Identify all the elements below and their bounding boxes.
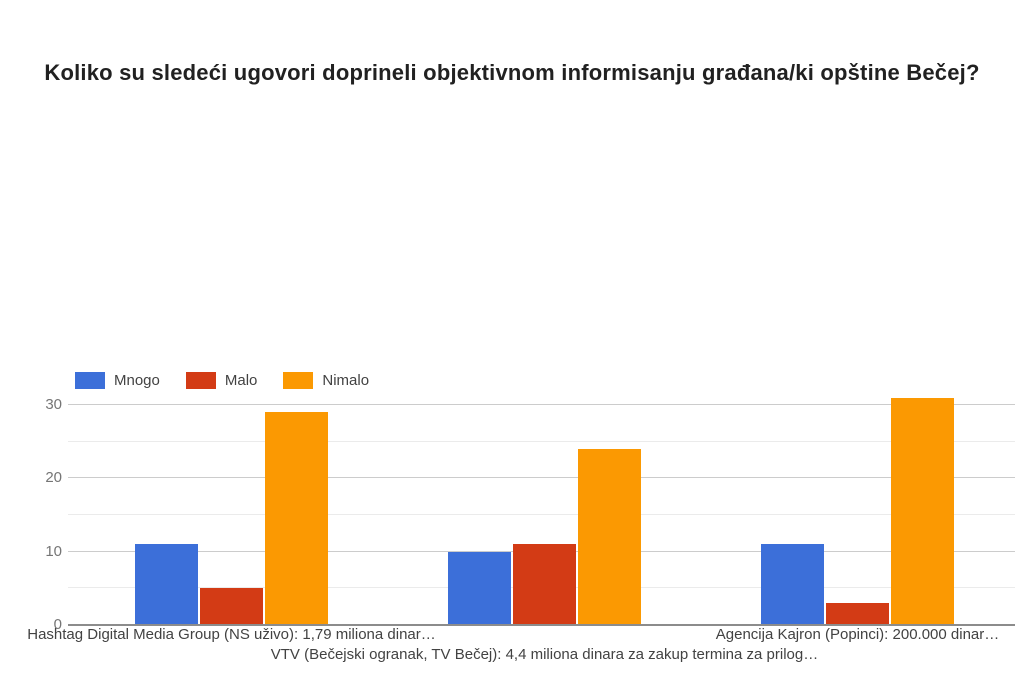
bar-group xyxy=(135,412,328,625)
y-tick-label: 20 xyxy=(45,469,62,487)
legend-item-mnogo: Mnogo xyxy=(75,372,160,389)
y-tick-label: 0 xyxy=(53,616,62,633)
x-category-label: Agencija Kajron (Popinci): 200.000 dinar… xyxy=(715,626,1000,643)
legend-swatch-nimalo-icon xyxy=(283,372,314,389)
chart-legend: Mnogo Malo Nimalo xyxy=(75,372,395,389)
chart-title: Koliko su sledeći ugovori doprineli obje… xyxy=(44,60,980,85)
legend-label-mnogo: Mnogo xyxy=(114,372,160,389)
bar-malo xyxy=(200,588,263,625)
legend-swatch-mnogo-icon xyxy=(75,372,105,389)
major-gridline xyxy=(68,477,1015,479)
bar-mnogo xyxy=(135,544,198,625)
bar-nimalo xyxy=(578,449,641,625)
bar-mnogo xyxy=(448,551,511,625)
legend-label-nimalo: Nimalo xyxy=(322,372,370,389)
bar-malo xyxy=(826,603,889,625)
x-axis-baseline xyxy=(68,624,1015,626)
legend-label-malo: Malo xyxy=(224,372,258,389)
legend-swatch-malo-icon xyxy=(185,372,216,389)
bar-malo xyxy=(513,544,576,625)
x-category-label: Hashtag Digital Media Group (NS uživo): … xyxy=(27,626,436,643)
bar-group xyxy=(761,397,954,625)
minor-gridline xyxy=(68,514,1015,515)
bar-nimalo xyxy=(891,397,954,625)
y-tick-label: 10 xyxy=(45,542,62,560)
grouped-bar-chart: Mnogo Malo Nimalo 0 10 20 30 Hashtag Digita… xyxy=(0,370,1024,680)
legend-item-malo: Malo xyxy=(185,372,258,389)
plot-area xyxy=(68,397,1015,626)
bar-mnogo xyxy=(761,544,824,625)
major-gridline xyxy=(68,404,1015,405)
x-category-label: VTV (Bečejski ogranak, TV Bečej): 4,4 mi… xyxy=(270,646,819,663)
bar-nimalo xyxy=(265,412,328,625)
minor-gridline xyxy=(68,440,1015,442)
legend-item-nimalo: Nimalo xyxy=(283,372,369,389)
bar-group xyxy=(448,449,641,625)
y-tick-label: 30 xyxy=(45,396,62,413)
